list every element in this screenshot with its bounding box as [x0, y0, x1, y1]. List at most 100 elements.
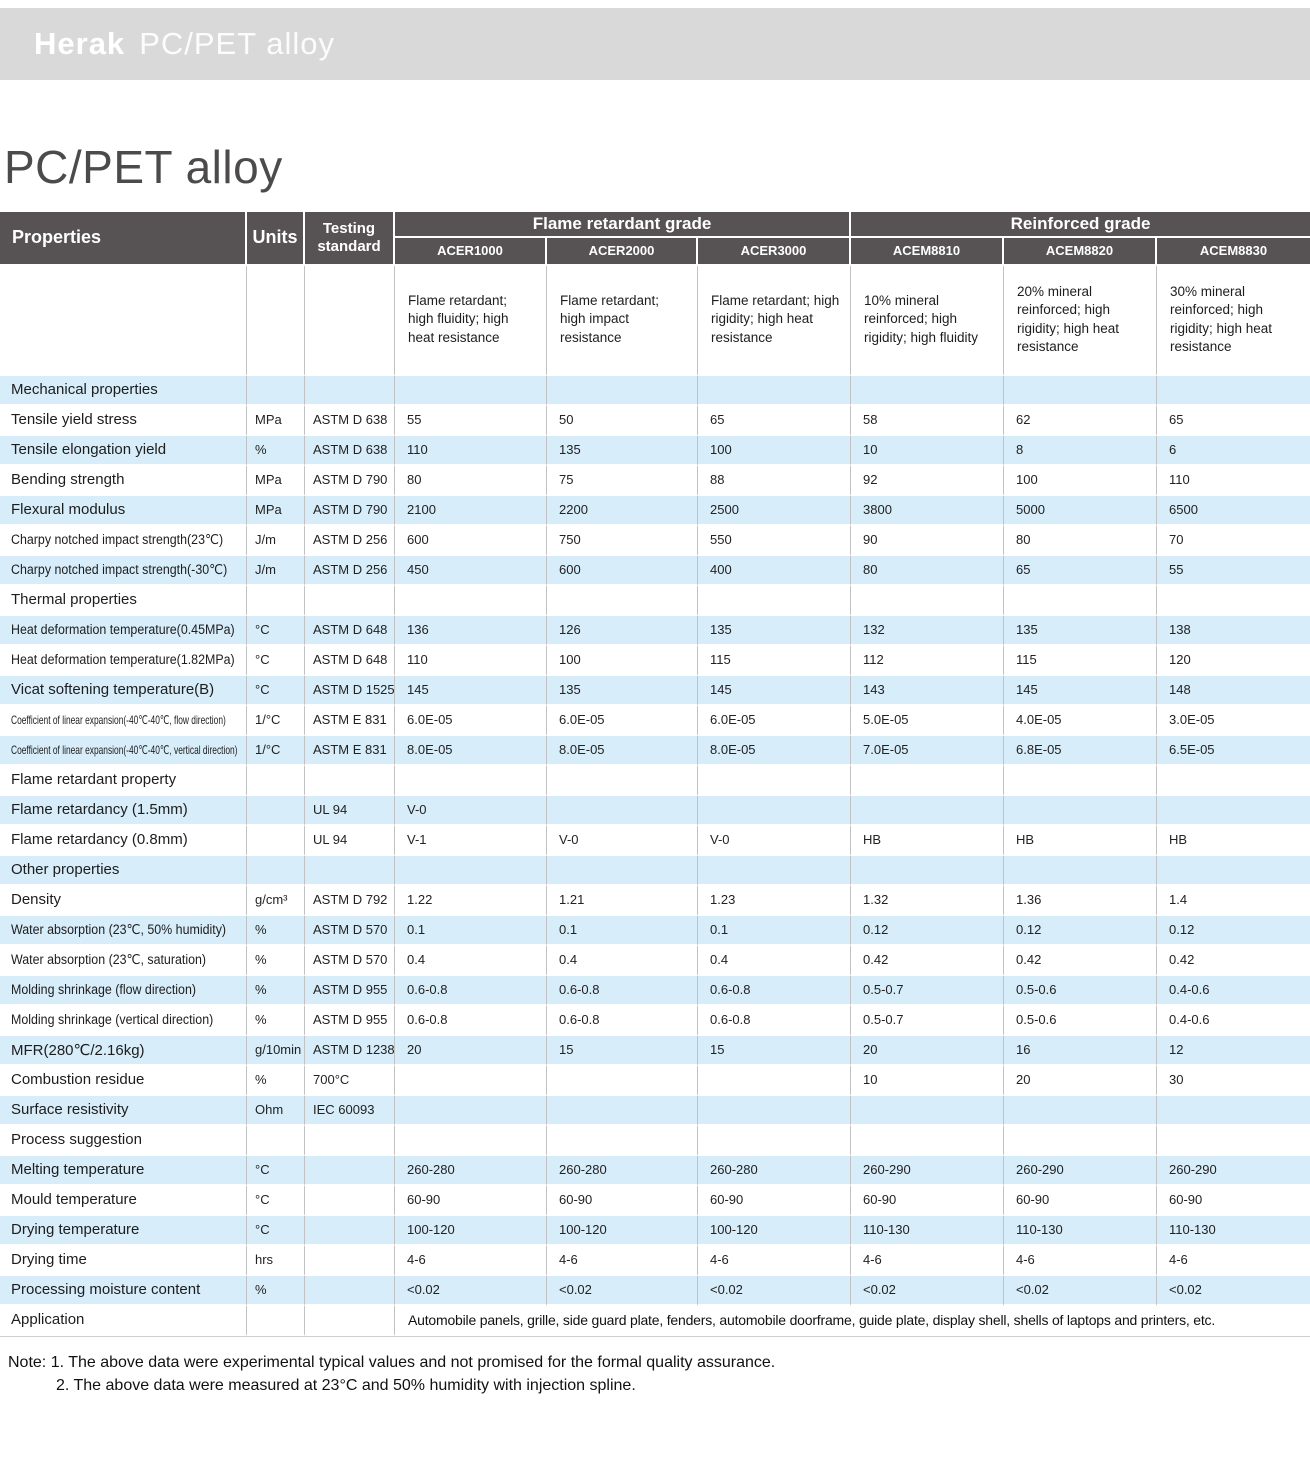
table-row: Mould temperature °C 60-90 60-90 60-90 60-90 6…: [0, 1185, 1310, 1216]
standard-cell: ASTM D 648: [305, 615, 395, 646]
value-cell: 60-90: [698, 1185, 851, 1216]
value-cell: [395, 1095, 547, 1126]
property-label-text: Mould temperature: [11, 1191, 137, 1209]
standard-cell: ASTM D 570: [305, 915, 395, 946]
group-header-flame-retardant: Flame retardant grade: [395, 211, 851, 238]
property-label-cell: Drying time: [0, 1245, 247, 1276]
property-label-text: Tensile elongation yield: [11, 441, 167, 459]
value-cell: [1004, 1095, 1157, 1126]
value-cell: 50: [547, 405, 698, 436]
unit-cell: Ohm: [247, 1095, 305, 1126]
value-cell: 0.6-0.8: [698, 1005, 851, 1036]
property-label-text: Water absorption (23℃, saturation): [11, 951, 207, 967]
table-row: Combustion residue% 700°C 10 20 30: [0, 1065, 1310, 1096]
standard-cell: ASTM D 570: [305, 945, 395, 976]
model-header-acer2000: ACER2000: [547, 237, 698, 266]
value-cell: 260-290: [1157, 1155, 1310, 1186]
standard-cell: 700°C: [305, 1065, 395, 1096]
value-cell: 1.21: [547, 885, 698, 916]
property-label-cell: Tensile elongation yield: [0, 435, 247, 466]
standard-cell: ASTM D 790: [305, 465, 395, 496]
group-header-reinforced: Reinforced grade: [851, 211, 1310, 238]
unit-cell: 1/°C: [247, 735, 305, 766]
property-label-cell: Charpy notched impact strength(23℃): [0, 525, 247, 556]
standard-cell: [305, 1275, 395, 1306]
standard-cell: [305, 1125, 395, 1156]
table-row: Heat deformation temperature(0.45MPa) °C A…: [0, 615, 1310, 646]
value-cell: 1.4: [1157, 885, 1310, 916]
value-cell: 4-6: [698, 1245, 851, 1276]
value-cell: 0.6-0.8: [395, 1005, 547, 1036]
table-row: Flexural modulus MPa ASTM D 790 2100 2200 250…: [0, 495, 1310, 526]
value-cell: <0.02: [547, 1275, 698, 1306]
value-cell: 2100: [395, 495, 547, 526]
unit-cell: °C: [247, 645, 305, 676]
value-cell: 3800: [851, 495, 1004, 526]
table-row: Bending strength MPa ASTM D 790 80 75 88 92 100…: [0, 465, 1310, 496]
value-cell: [698, 1065, 851, 1096]
section-row: Other properties: [0, 855, 1310, 886]
value-cell: 6.0E-05: [547, 705, 698, 736]
standard-cell: ASTM E 831: [305, 735, 395, 766]
value-cell: [395, 1125, 547, 1156]
description-empty-cell: [305, 265, 395, 376]
value-cell: 4-6: [851, 1245, 1004, 1276]
value-cell: 6.8E-05: [1004, 735, 1157, 766]
group-header-row: Properties Units Testing standard Flame …: [0, 211, 1310, 266]
standard-cell: ASTM D 790: [305, 495, 395, 526]
table-row: Water absorption (23℃, 50% humidity)% AST…: [0, 915, 1310, 946]
property-label-cell: Charpy notched impact strength(-30℃): [0, 555, 247, 586]
property-label-text: Mechanical properties: [11, 381, 158, 399]
table-row: Tensile elongation yield% ASTM D 638 110 13…: [0, 435, 1310, 466]
property-label-text: Other properties: [11, 861, 120, 879]
property-label-text: Flexural modulus: [11, 501, 126, 519]
properties-header: Properties: [0, 211, 247, 266]
table-row: Flame retardancy (0.8mm) UL 94 V-1 V-0 V-0 HB…: [0, 825, 1310, 856]
value-cell: 10: [851, 1065, 1004, 1096]
value-cell: 0.1: [698, 915, 851, 946]
value-cell: [698, 585, 851, 616]
section-label-cell: Mechanical properties: [0, 375, 247, 406]
value-cell: 148: [1157, 675, 1310, 706]
value-cell: 1.22: [395, 885, 547, 916]
value-cell: 100-120: [395, 1215, 547, 1246]
property-label-cell: Coefficient of linear expansion(-40℃-40℃…: [0, 735, 247, 766]
property-label-text: Heat deformation temperature(1.82MPa): [11, 652, 235, 668]
unit-cell: [247, 1305, 305, 1336]
value-cell: 2200: [547, 495, 698, 526]
value-cell: [698, 795, 851, 826]
value-cell: 0.4: [547, 945, 698, 976]
value-cell: 136: [395, 615, 547, 646]
property-label-cell: Melting temperature: [0, 1155, 247, 1186]
value-cell: 110: [395, 435, 547, 466]
value-cell: 58: [851, 405, 1004, 436]
table-row: Melting temperature °C 260-280 260-280 260-2…: [0, 1155, 1310, 1186]
value-cell: [395, 585, 547, 616]
value-cell: 55: [1157, 555, 1310, 586]
value-cell: [698, 1125, 851, 1156]
table-row: Drying time hrs 4-6 4-6 4-6 4-6 4-6 4-6: [0, 1245, 1310, 1276]
property-label-cell: Vicat softening temperature(B): [0, 675, 247, 706]
value-cell: [395, 1065, 547, 1096]
value-cell: 115: [698, 645, 851, 676]
value-cell: [851, 1095, 1004, 1126]
property-label-text: Process suggestion: [11, 1131, 142, 1149]
value-cell: 135: [1004, 615, 1157, 646]
value-cell: [1004, 585, 1157, 616]
section-label-cell: Process suggestion: [0, 1125, 247, 1156]
value-cell: 1.23: [698, 885, 851, 916]
value-cell: 110-130: [851, 1215, 1004, 1246]
property-label-cell: Bending strength: [0, 465, 247, 496]
value-cell: 8.0E-05: [698, 735, 851, 766]
unit-cell: °C: [247, 1155, 305, 1186]
value-cell: [698, 855, 851, 886]
value-cell: [547, 795, 698, 826]
value-cell: 70: [1157, 525, 1310, 556]
property-label-text: Melting temperature: [11, 1161, 145, 1179]
unit-cell: J/m: [247, 525, 305, 556]
unit-cell: %: [247, 915, 305, 946]
value-cell: 90: [851, 525, 1004, 556]
value-cell: 88: [698, 465, 851, 496]
value-cell: V-0: [698, 825, 851, 856]
value-cell: 600: [395, 525, 547, 556]
